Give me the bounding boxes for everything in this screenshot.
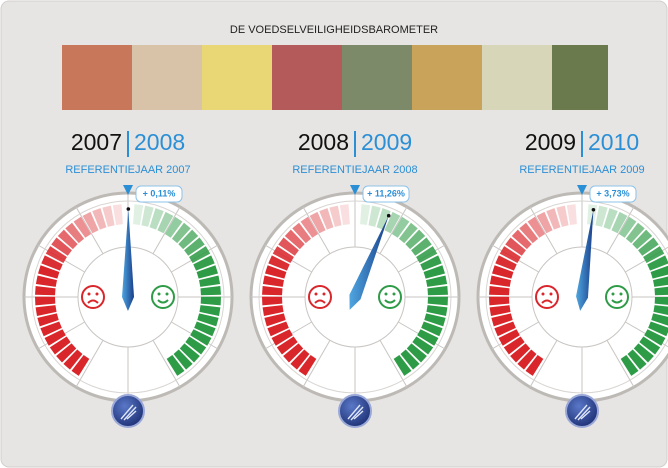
reference-year: REFERENTIEJAAR 2007 bbox=[65, 164, 190, 176]
year-to: 2009 bbox=[361, 129, 412, 155]
reference-year: REFERENTIEJAAR 2009 bbox=[519, 164, 644, 176]
year-from: 2008 bbox=[298, 129, 349, 155]
eye bbox=[393, 293, 396, 296]
infographic: DE VOEDSELVEILIGHEIDSBAROMETER 2007 2008 R… bbox=[0, 0, 668, 468]
needle-tip bbox=[387, 214, 391, 218]
year-to: 2008 bbox=[134, 129, 185, 155]
photo-strip bbox=[62, 45, 608, 110]
eye bbox=[323, 293, 326, 296]
value-label: + 11,26% bbox=[367, 188, 405, 198]
value-label: + 0,11% bbox=[143, 188, 176, 198]
eye bbox=[166, 293, 169, 296]
eye bbox=[612, 293, 615, 296]
year-from: 2007 bbox=[71, 129, 122, 155]
eye bbox=[88, 293, 91, 296]
eye bbox=[550, 293, 553, 296]
needle-tip bbox=[127, 207, 131, 211]
eye bbox=[158, 293, 161, 296]
eye bbox=[620, 293, 623, 296]
year-to: 2010 bbox=[588, 129, 639, 155]
year-from: 2009 bbox=[525, 129, 576, 155]
needle-tip bbox=[592, 208, 596, 212]
eye bbox=[385, 293, 388, 296]
page-title: DE VOEDSELVEILIGHEIDSBAROMETER bbox=[230, 24, 438, 36]
eye bbox=[315, 293, 318, 296]
value-label: + 3,73% bbox=[596, 188, 629, 198]
eye bbox=[542, 293, 545, 296]
eye bbox=[96, 293, 99, 296]
reference-year: REFERENTIEJAAR 2008 bbox=[292, 164, 417, 176]
